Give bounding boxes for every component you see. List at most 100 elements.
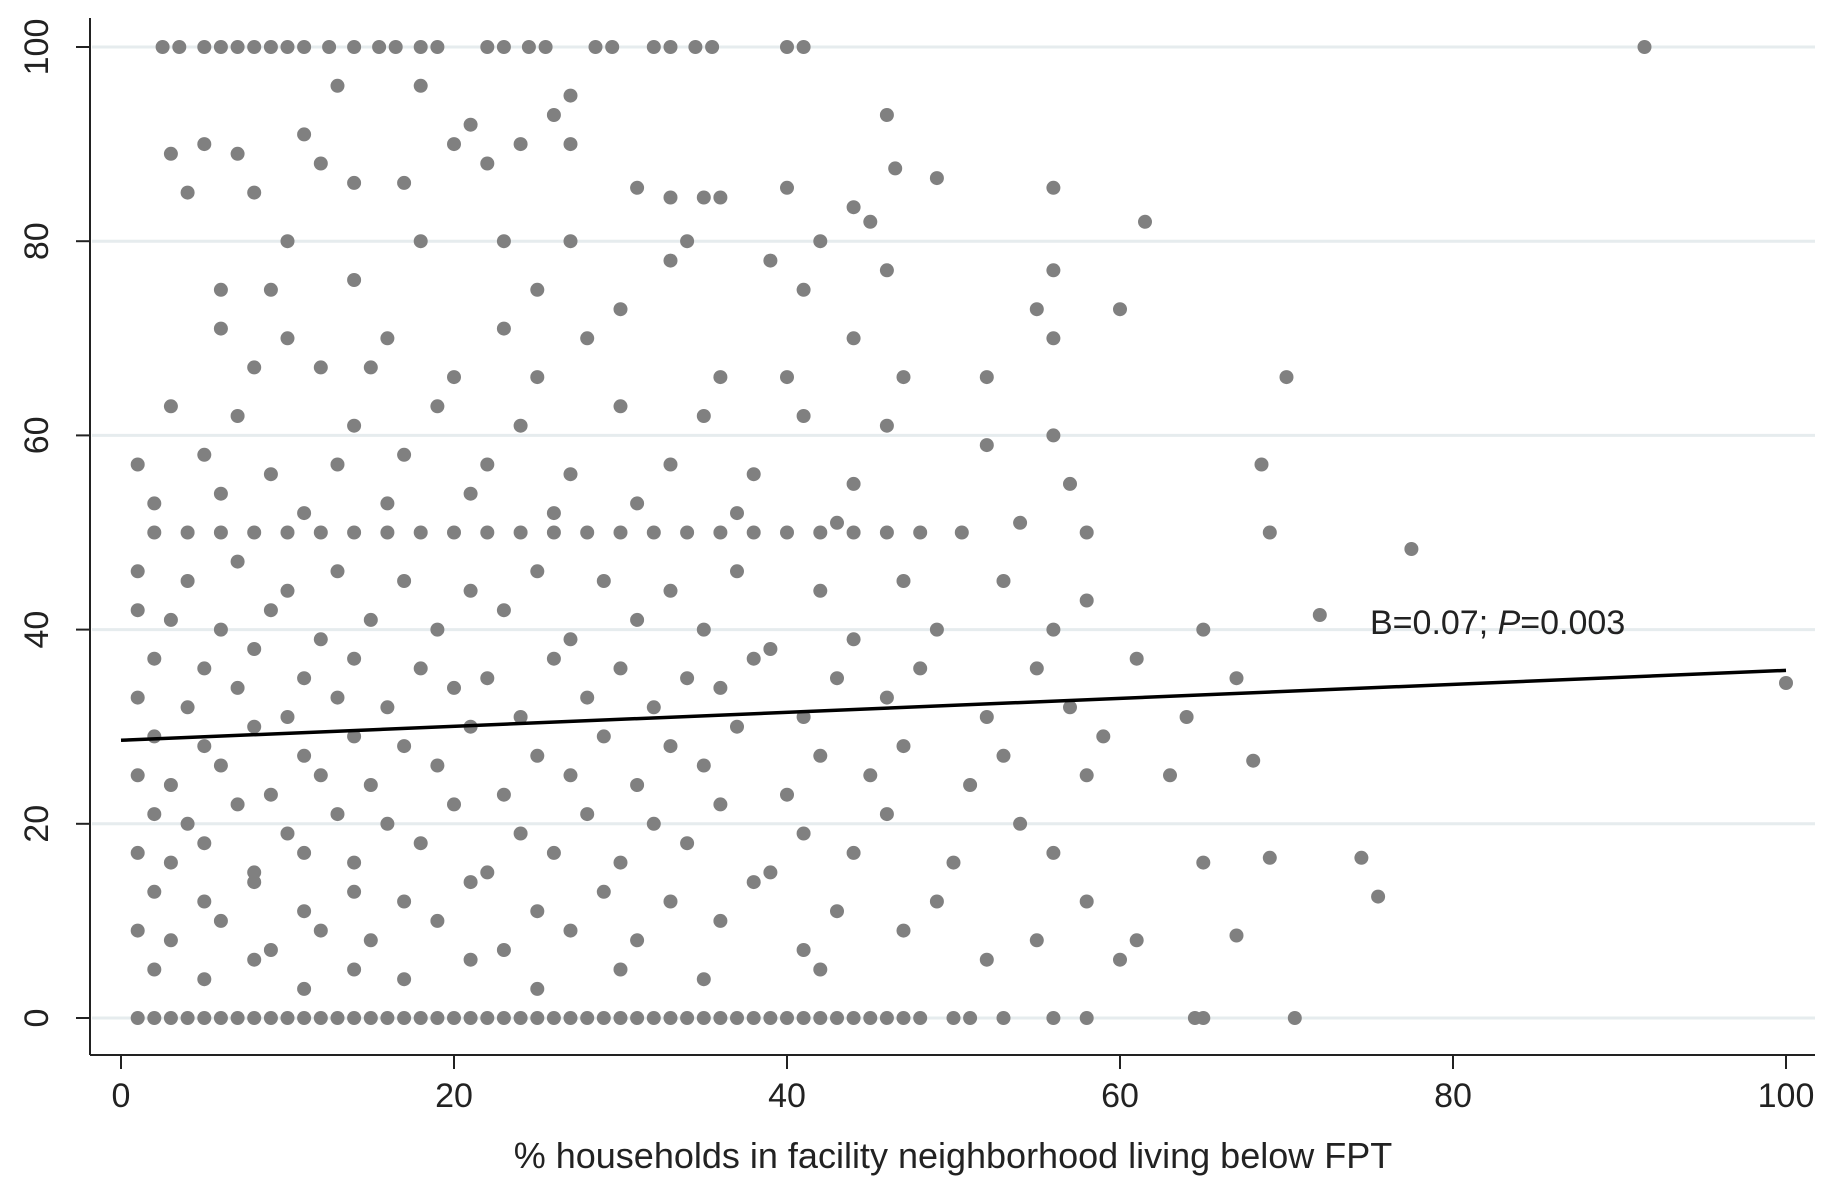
data-point (846, 525, 861, 540)
data-point (680, 836, 695, 851)
data-point (746, 1011, 761, 1025)
data-point (963, 778, 978, 792)
data-point (463, 952, 478, 967)
data-point (147, 807, 162, 822)
data-point (180, 574, 195, 588)
data-point (879, 263, 894, 278)
data-point (180, 185, 195, 200)
data-point (180, 816, 195, 831)
data-point (846, 632, 861, 647)
data-point (230, 40, 245, 54)
data-point (1262, 525, 1277, 540)
data-point (613, 399, 628, 414)
data-point (363, 933, 378, 948)
data-point (663, 583, 678, 598)
data-point (588, 40, 603, 54)
data-point (846, 1011, 861, 1025)
data-point (1371, 889, 1386, 904)
data-point (879, 418, 894, 433)
data-point (746, 525, 761, 540)
data-point (546, 525, 561, 540)
data-point (513, 525, 528, 540)
data-point (347, 273, 362, 287)
data-point (313, 360, 328, 375)
data-point (1113, 952, 1127, 967)
data-point (330, 1011, 345, 1025)
data-point (596, 884, 611, 899)
data-point (896, 739, 911, 754)
data-point (680, 671, 695, 686)
data-point (830, 671, 844, 686)
data-point (796, 826, 811, 841)
data-point (163, 778, 178, 792)
data-point (1254, 457, 1269, 472)
x-tick-label: 80 (1434, 1077, 1472, 1115)
data-point (313, 632, 328, 647)
data-point (297, 506, 312, 521)
data-point (563, 632, 578, 647)
data-point (646, 40, 661, 54)
data-point (380, 700, 395, 715)
data-point (530, 370, 545, 385)
data-point (347, 729, 362, 744)
data-point (347, 1011, 362, 1025)
data-point (1113, 302, 1127, 317)
data-point (696, 622, 711, 637)
data-point (613, 302, 628, 317)
regression-line (120, 668, 1787, 743)
data-point (646, 816, 661, 831)
data-point (213, 525, 228, 540)
data-point (397, 739, 412, 754)
data-point (1196, 1011, 1211, 1025)
data-point (180, 700, 195, 715)
data-point (330, 78, 345, 93)
data-point (646, 525, 661, 540)
data-point (280, 710, 295, 724)
data-point (197, 972, 212, 987)
data-point (330, 807, 345, 822)
data-point (147, 884, 162, 899)
data-point (380, 1011, 395, 1025)
data-point (630, 612, 645, 627)
data-point (913, 525, 928, 540)
data-point (430, 40, 445, 54)
data-point (280, 1011, 295, 1025)
y-tick-label: 80 (18, 222, 56, 260)
data-point (513, 137, 528, 152)
data-point (263, 282, 278, 297)
data-point (713, 913, 728, 928)
data-point (846, 476, 861, 491)
data-point (530, 564, 545, 579)
data-point (313, 768, 328, 783)
data-point (163, 399, 178, 414)
x-tick-label: 40 (768, 1077, 806, 1115)
data-point (147, 496, 162, 511)
annotation-prefix: B=0.07; (1370, 604, 1498, 642)
data-point (463, 875, 478, 890)
data-point (280, 40, 295, 54)
data-point (979, 952, 994, 967)
data-point (796, 282, 811, 297)
data-point (830, 904, 844, 919)
data-point (696, 972, 711, 987)
data-point (397, 574, 412, 588)
data-point (447, 137, 461, 152)
data-point (1096, 729, 1111, 744)
data-point (1046, 622, 1061, 637)
data-point (280, 525, 295, 540)
data-point (247, 719, 262, 734)
data-point (530, 904, 545, 919)
data-point (297, 748, 312, 763)
data-point (1063, 476, 1077, 491)
data-point (163, 855, 178, 870)
data-point (147, 525, 162, 540)
data-point (280, 583, 295, 598)
data-point (263, 40, 278, 54)
data-point (796, 409, 811, 423)
data-point (130, 690, 145, 705)
data-point (480, 671, 495, 686)
data-point (247, 360, 262, 375)
data-point (297, 40, 312, 54)
data-point (197, 661, 212, 676)
data-point (680, 1011, 695, 1025)
